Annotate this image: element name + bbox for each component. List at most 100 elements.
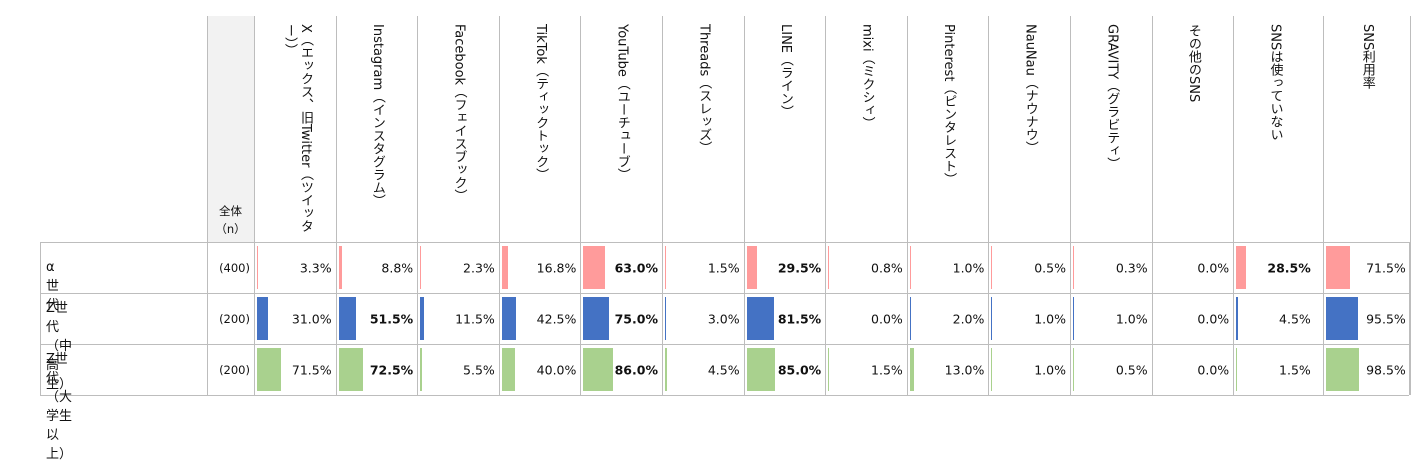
data-cell: 1.0% bbox=[1070, 293, 1152, 344]
data-bar bbox=[1326, 348, 1359, 391]
column-label: Instagram（インスタグラム） bbox=[369, 24, 385, 207]
data-label: 1.0% bbox=[1116, 311, 1148, 326]
data-label: 75.0% bbox=[615, 311, 658, 326]
data-bar bbox=[339, 348, 364, 391]
data-cell: 81.5% bbox=[744, 293, 826, 344]
data-cell: 42.5% bbox=[499, 293, 581, 344]
data-cell: 1.0% bbox=[988, 344, 1070, 395]
data-cell: 0.8% bbox=[825, 242, 907, 293]
column-header: GRAVITY（グラビティ） bbox=[1070, 16, 1152, 242]
data-label: 2.3% bbox=[463, 260, 495, 275]
grid-line bbox=[40, 395, 1409, 396]
data-cell: 98.5% bbox=[1323, 344, 1411, 395]
data-label: 1.0% bbox=[953, 260, 985, 275]
data-cell: 63.0% bbox=[580, 242, 662, 293]
data-cell: 1.0% bbox=[907, 242, 989, 293]
data-label: 8.8% bbox=[381, 260, 413, 275]
data-cell: 1.0% bbox=[988, 293, 1070, 344]
data-bar bbox=[257, 246, 258, 289]
column-header: その他のSNS bbox=[1152, 16, 1234, 242]
data-label: 13.0% bbox=[945, 362, 985, 377]
data-label: 86.0% bbox=[615, 362, 658, 377]
n-label: （n） bbox=[207, 221, 254, 237]
data-bar bbox=[665, 246, 666, 289]
data-label: 29.5% bbox=[778, 260, 821, 275]
data-cell: 40.0% bbox=[499, 344, 581, 395]
column-label: YouTube（ユーチューブ） bbox=[614, 24, 630, 181]
data-label: 3.0% bbox=[708, 311, 740, 326]
data-label: 0.0% bbox=[871, 311, 903, 326]
data-label: 0.8% bbox=[871, 260, 903, 275]
data-cell: 13.0% bbox=[907, 344, 989, 395]
column-label: NauNau（ナウナウ） bbox=[1022, 24, 1038, 154]
data-cell: 1.5% bbox=[662, 242, 744, 293]
data-bar bbox=[339, 297, 357, 340]
column-header: Threads（スレッズ） bbox=[662, 16, 744, 242]
data-label: 28.5% bbox=[1267, 260, 1310, 275]
data-cell: 0.5% bbox=[988, 242, 1070, 293]
data-cell: 3.3% bbox=[254, 242, 336, 293]
data-cell: 5.5% bbox=[417, 344, 499, 395]
column-label: SNS利用率 bbox=[1359, 24, 1375, 89]
column-label: TikTok（ティックトック） bbox=[532, 24, 548, 181]
data-cell: 8.8% bbox=[336, 242, 418, 293]
data-bar bbox=[828, 348, 829, 391]
data-label: 4.5% bbox=[708, 362, 740, 377]
data-cell: 0.0% bbox=[1152, 293, 1234, 344]
data-label: 40.0% bbox=[537, 362, 577, 377]
row-n: (400) bbox=[207, 261, 250, 275]
data-label: 16.8% bbox=[537, 260, 577, 275]
data-label: 1.5% bbox=[708, 260, 740, 275]
column-header: mixi（ミクシィ） bbox=[825, 16, 907, 242]
data-cell: 11.5% bbox=[417, 293, 499, 344]
data-cell: 95.5% bbox=[1323, 293, 1411, 344]
data-cell: 4.5% bbox=[662, 344, 744, 395]
column-header: NauNau（ナウナウ） bbox=[988, 16, 1070, 242]
data-bar bbox=[257, 348, 281, 391]
data-bar bbox=[420, 348, 422, 391]
data-bar bbox=[665, 348, 667, 391]
data-label: 63.0% bbox=[615, 260, 658, 275]
row-label: Z世代（大学生以上） bbox=[46, 350, 72, 464]
data-cell: 31.0% bbox=[254, 293, 336, 344]
grid-line bbox=[40, 242, 41, 395]
data-label: 1.5% bbox=[871, 362, 903, 377]
data-bar bbox=[502, 246, 508, 289]
data-bar bbox=[1326, 246, 1350, 289]
data-label: 71.5% bbox=[292, 362, 332, 377]
column-header: SNSは使っていない bbox=[1233, 16, 1315, 242]
data-bar bbox=[583, 297, 609, 340]
data-label: 1.5% bbox=[1279, 362, 1311, 377]
data-label: 0.0% bbox=[1197, 260, 1229, 275]
data-bar bbox=[747, 246, 757, 289]
data-bar bbox=[583, 246, 604, 289]
data-label: 11.5% bbox=[455, 311, 495, 326]
row-label-line: （大学生以上） bbox=[46, 388, 72, 464]
data-cell: 0.3% bbox=[1070, 242, 1152, 293]
column-label: GRAVITY（グラビティ） bbox=[1103, 24, 1119, 170]
data-label: 51.5% bbox=[370, 311, 413, 326]
data-cell: 2.3% bbox=[417, 242, 499, 293]
data-cell: 0.0% bbox=[825, 293, 907, 344]
column-label: Facebook（フェイスブック） bbox=[450, 24, 466, 202]
data-cell: 1.5% bbox=[825, 344, 907, 395]
data-label: 72.5% bbox=[370, 362, 413, 377]
data-bar bbox=[1236, 348, 1237, 391]
column-label: mixi（ミクシィ） bbox=[858, 24, 874, 130]
data-cell: 51.5% bbox=[336, 293, 418, 344]
column-label: その他のSNS bbox=[1185, 24, 1201, 102]
data-cell: 0.5% bbox=[1070, 344, 1152, 395]
column-header: SNS利用率 bbox=[1323, 16, 1411, 242]
data-cell: 75.0% bbox=[580, 293, 662, 344]
data-cell: 29.5% bbox=[744, 242, 826, 293]
data-cell: 1.5% bbox=[1233, 344, 1315, 395]
column-header: Pinterest（ピンタレスト） bbox=[907, 16, 989, 242]
data-label: 81.5% bbox=[778, 311, 821, 326]
data-bar bbox=[1236, 297, 1238, 340]
data-label: 5.5% bbox=[463, 362, 495, 377]
column-header: TikTok（ティックトック） bbox=[499, 16, 581, 242]
data-label: 0.0% bbox=[1197, 362, 1229, 377]
row-label-line: Z世代 bbox=[46, 299, 72, 337]
row-n: (200) bbox=[207, 312, 250, 326]
data-cell: 28.5% bbox=[1233, 242, 1315, 293]
